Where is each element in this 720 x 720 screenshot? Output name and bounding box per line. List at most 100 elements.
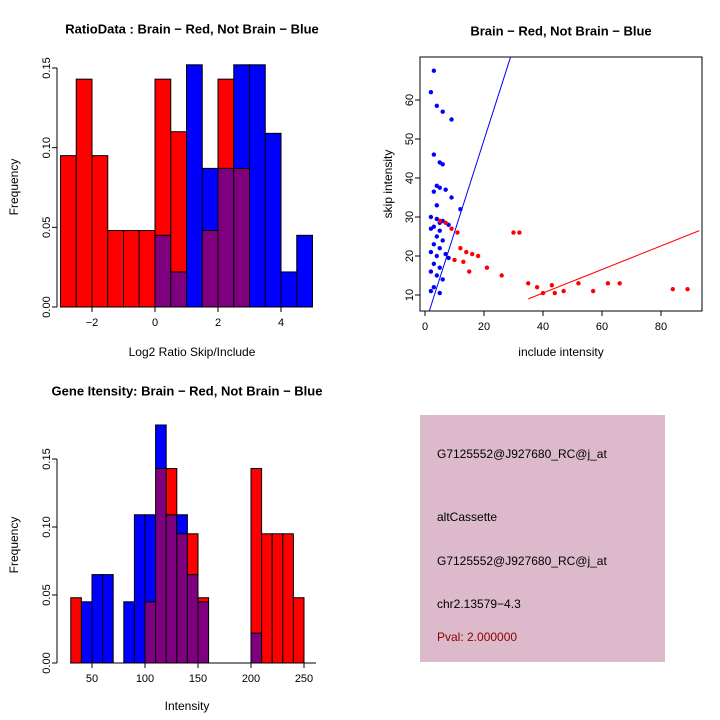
scatter-point [511, 230, 516, 235]
scatter-point [449, 195, 454, 200]
x-tick-label: 0 [152, 317, 158, 329]
y-tick-label: 30 [404, 211, 416, 223]
x-tick-label: 2 [215, 317, 221, 329]
scatter-point [428, 269, 434, 274]
x-tick-label: 20 [478, 321, 490, 333]
hist-bar [280, 271, 298, 308]
scatter-point [549, 283, 555, 288]
info-line-probe-id-2: G7125552@J927680_RC@j_at [437, 554, 607, 568]
hist-bar [91, 574, 104, 664]
hist-bar [186, 64, 203, 308]
scatter-point [431, 242, 437, 247]
fit-line [428, 56, 512, 311]
info-panel: G7125552@J927680_RC@j_at altCassette G71… [420, 415, 665, 662]
hist-bar-overlap [186, 574, 199, 664]
scatter-point [617, 281, 622, 286]
hist-bar [80, 601, 93, 664]
hist-bar [176, 514, 188, 535]
y-tick-label: 0.15 [41, 448, 53, 469]
ratio-xlabel: Log2 Ratio Skip/Include [128, 345, 256, 359]
scatter-point [440, 238, 445, 243]
scatter-point [428, 214, 434, 220]
scatter-point [540, 290, 546, 296]
scatter-point [428, 288, 434, 294]
hist-bar-overlap [233, 167, 250, 308]
scatter-point [670, 286, 675, 292]
scatter-point [576, 281, 581, 286]
scatter-point [428, 249, 434, 255]
scatter-point [428, 226, 434, 231]
y-tick-label: 0.05 [41, 584, 53, 605]
hist-bar [102, 574, 114, 664]
x-tick-label: 40 [537, 321, 549, 333]
scatter-point [437, 185, 442, 190]
scatter-point [458, 207, 463, 212]
scatter-point [431, 189, 437, 194]
hist-bar-overlap [217, 167, 235, 308]
y-tick-label: 0.00 [41, 296, 53, 317]
hist-bar [186, 533, 199, 576]
x-tick-label: 250 [295, 673, 313, 685]
info-line-probe-id-1: G7125552@J927680_RC@j_at [437, 447, 607, 461]
scatter-point [461, 259, 466, 265]
scatter-point [437, 290, 442, 296]
y-tick-label: 40 [404, 172, 416, 184]
hist-bar [138, 230, 156, 308]
plot-box [419, 56, 703, 312]
hist-bar [133, 514, 146, 664]
gene-histogram-title: Gene Itensity: Brain − Red, Not Brain − … [51, 383, 323, 399]
hist-bar-overlap [154, 234, 172, 308]
scatter-point [440, 109, 445, 114]
scatter-point [446, 255, 451, 261]
hist-bar [292, 597, 305, 664]
hist-bar [91, 155, 109, 308]
scatter-point [605, 281, 611, 286]
hist-bar-overlap [144, 601, 157, 664]
x-tick-label: −2 [86, 317, 99, 329]
ratio-ylabel: Frequency [7, 158, 21, 216]
y-tick-label: 0.15 [41, 57, 53, 78]
scatter-point [534, 285, 540, 290]
scatter-ylabel: skip intensity [381, 149, 395, 219]
scatter-point [590, 288, 596, 294]
scatter-point [484, 265, 490, 270]
x-tick-label: 4 [278, 317, 284, 329]
scatter-point [475, 253, 481, 259]
scatter-point [437, 246, 442, 251]
hist-bar-overlap [197, 601, 210, 664]
scatter-point [443, 187, 448, 192]
scatter-point [434, 103, 439, 109]
scatter-title: Brain − Red, Not Brain − Blue [470, 23, 652, 39]
info-line-location: chr2.13579−4.3 [437, 597, 521, 611]
scatter-point [455, 230, 460, 235]
hist-bar [154, 78, 172, 236]
scatter-point [449, 117, 454, 122]
hist-bar-overlap [165, 514, 178, 664]
hist-bar [217, 78, 235, 169]
y-tick-label: 50 [404, 133, 416, 145]
scatter-point [431, 68, 437, 73]
scatter-point [443, 251, 448, 257]
y-tick-label: 10 [404, 289, 416, 301]
scatter-point [467, 269, 472, 274]
scatter-point [464, 249, 469, 255]
hist-bar [249, 64, 266, 308]
hist-bar-overlap [201, 230, 219, 308]
hist-bar [197, 597, 210, 603]
scatter-point [443, 220, 448, 226]
scatter-point [552, 290, 557, 296]
scatter-point [431, 261, 437, 266]
hist-bar [165, 468, 178, 516]
y-tick-label: 0.10 [41, 516, 53, 537]
hist-bar-overlap [170, 271, 187, 308]
scatter-point [452, 257, 457, 263]
hist-bar [261, 533, 273, 664]
hist-bar [250, 468, 263, 634]
scatter-point [437, 228, 442, 233]
scatter-point [431, 152, 437, 157]
y-tick-label: 0.10 [41, 137, 53, 158]
scatter-point [449, 226, 454, 231]
x-tick-label: 60 [596, 321, 608, 333]
x-tick-label: 200 [242, 673, 260, 685]
